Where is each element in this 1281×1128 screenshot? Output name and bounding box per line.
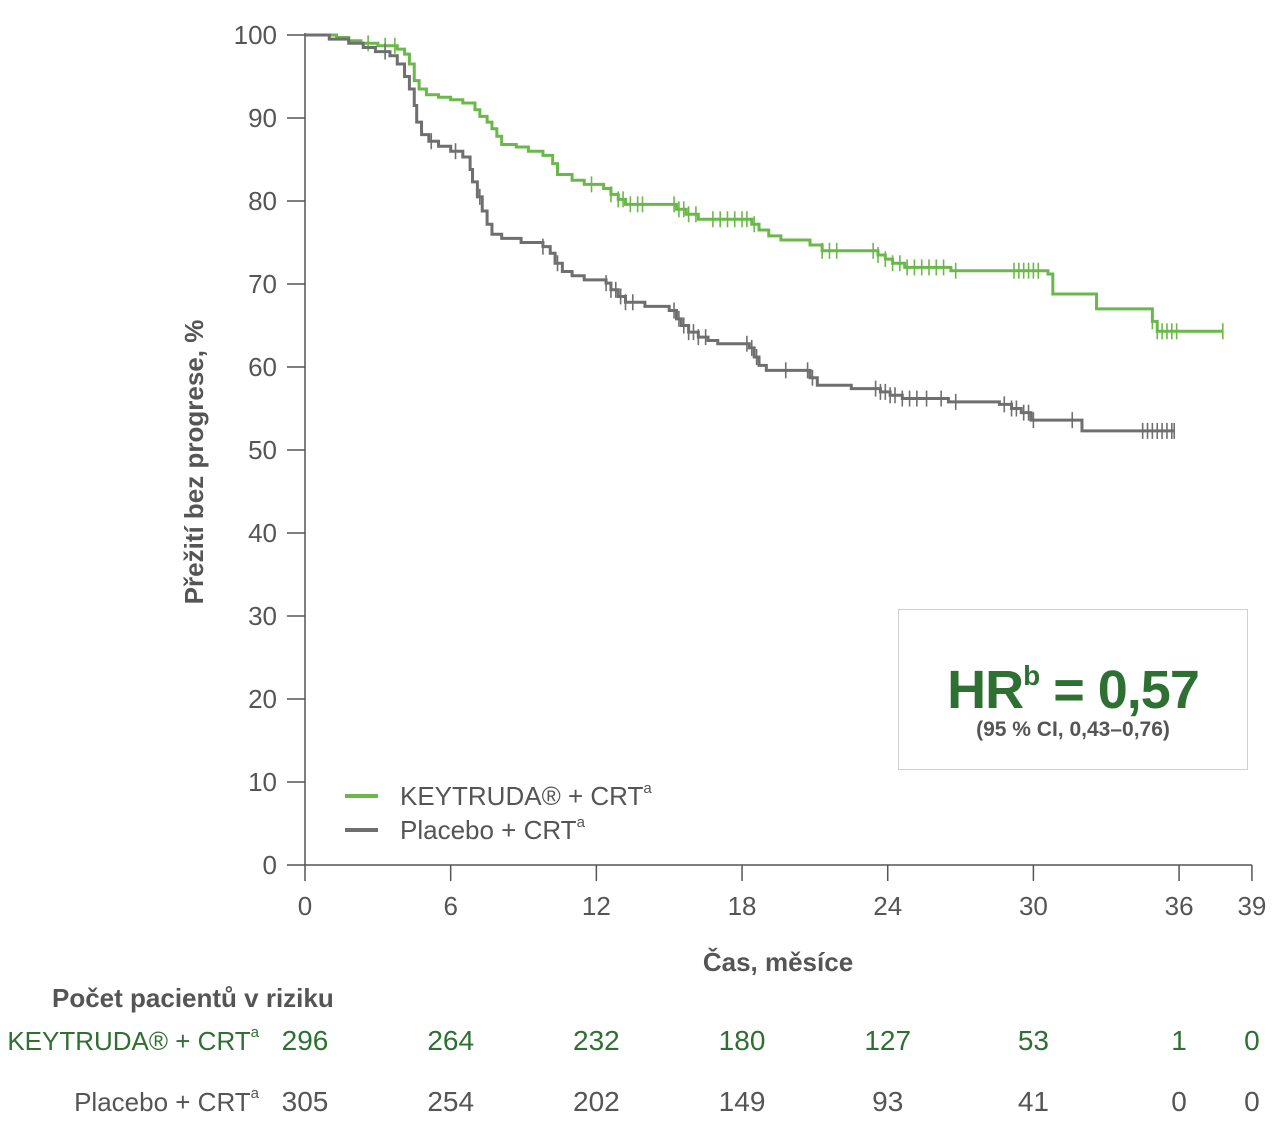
risk-cell: 180	[718, 1025, 766, 1056]
risk-row-label: KEYTRUDA® + CRTa	[7, 1024, 259, 1056]
risk-cell: 53	[1017, 1025, 1049, 1056]
y-axis-title: Přežití bez progrese, %	[179, 320, 209, 605]
x-tick-label: 24	[873, 891, 902, 921]
risk-cell: 254	[427, 1086, 475, 1117]
risk-cell: 0	[1244, 1086, 1260, 1117]
risk-cell: 127	[864, 1025, 912, 1056]
survival-line	[305, 33, 1223, 333]
risk-cell: 93	[872, 1086, 904, 1117]
risk-table-title: Počet pacientů v riziku	[52, 983, 334, 1013]
x-tick-label: 12	[582, 891, 611, 921]
risk-row-keytruda: KEYTRUDA® + CRTa 296 264 232 180 127 53 1 0	[0, 1024, 1281, 1059]
x-tick-label: 0	[298, 891, 312, 921]
risk-cell: 149	[718, 1086, 766, 1117]
hazard-ratio-value: HRb = 0,57	[947, 660, 1200, 720]
x-tick-label: 36	[1165, 891, 1194, 921]
y-tick-label: 30	[248, 601, 277, 631]
risk-row-label: Placebo + CRTa	[74, 1085, 259, 1117]
x-tick-label: 18	[728, 891, 757, 921]
y-tick-label: 80	[248, 186, 277, 216]
series-placebo	[305, 33, 1176, 439]
confidence-interval: (95 % CI, 0,43–0,76)	[976, 718, 1170, 741]
axes: 0 10 20 30 40 50 60 70 80 90 100 0 6 12 18 24 30 36 39 Čas,…	[179, 20, 1266, 977]
x-tick-label: 6	[443, 891, 457, 921]
legend-label: Placebo + CRTa	[400, 814, 586, 845]
pfs-chart: 0 10 20 30 40 50 60 70 80 90 100 0 6 12 18 24 30 36 39 Čas,…	[179, 20, 1266, 977]
y-tick-label: 60	[248, 352, 277, 382]
risk-cell: 296	[281, 1025, 329, 1056]
risk-cell: 232	[573, 1025, 620, 1056]
x-tick-label: 30	[1019, 891, 1048, 921]
x-tick-label: 39	[1237, 891, 1266, 921]
y-tick-label: 0	[263, 850, 277, 880]
risk-cell: 0	[1171, 1086, 1187, 1117]
risk-cell: 1	[1171, 1025, 1187, 1056]
y-tick-label: 10	[248, 767, 277, 797]
survival-line	[305, 33, 1175, 433]
hazard-ratio-box: HRb = 0,57 (95 % CI, 0,43–0,76)	[898, 609, 1248, 770]
y-tick-label: 40	[248, 518, 277, 548]
series-keytruda	[305, 33, 1224, 340]
risk-cell: 202	[573, 1086, 620, 1117]
y-tick-label: 50	[248, 435, 277, 465]
y-tick-label: 100	[234, 20, 277, 50]
y-tick-label: 90	[248, 103, 277, 133]
risk-cell: 305	[281, 1086, 329, 1117]
y-tick-label: 20	[248, 684, 277, 714]
legend-label: KEYTRUDA® + CRTa	[400, 780, 652, 811]
risk-cell: 264	[427, 1025, 475, 1056]
survival-curves	[305, 33, 1224, 439]
x-axis-title: Čas, měsíce	[703, 947, 853, 977]
risk-row-placebo: Placebo + CRTa 305 254 202 149 93 41 0 0	[0, 1085, 1281, 1120]
risk-cell: 0	[1244, 1025, 1260, 1056]
risk-cell: 41	[1017, 1086, 1049, 1117]
y-tick-label: 70	[248, 269, 277, 299]
